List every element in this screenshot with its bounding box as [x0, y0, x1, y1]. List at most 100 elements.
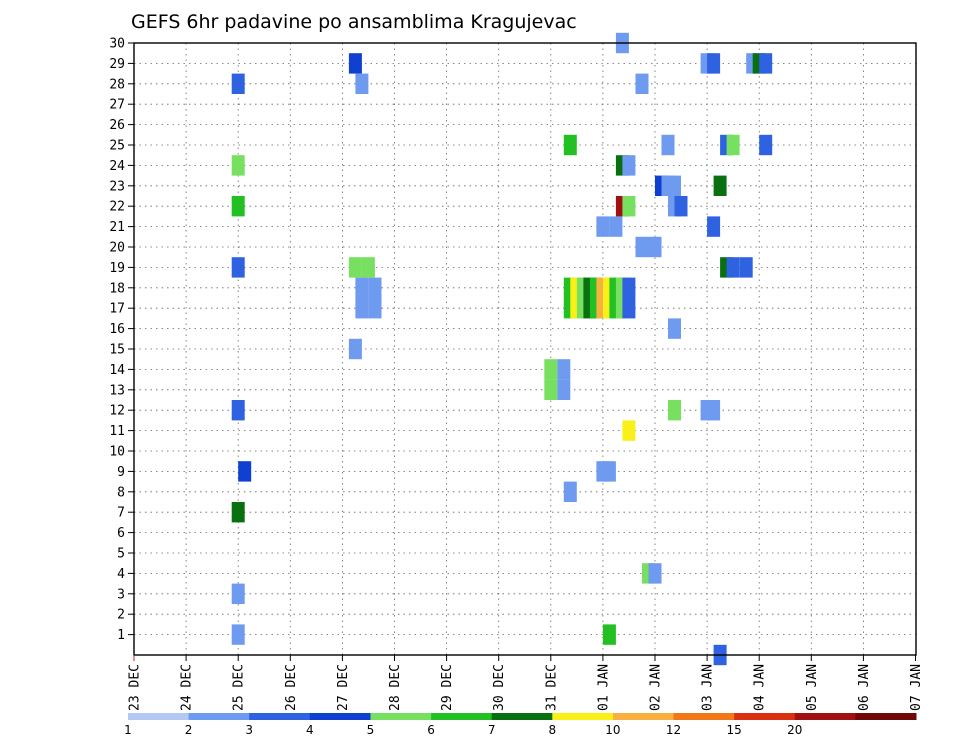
colorbar-swatch — [128, 713, 190, 720]
precip-cell — [648, 563, 662, 584]
y-tick-label: 8 — [117, 485, 125, 500]
precip-cell — [231, 257, 245, 278]
precip-cell — [726, 134, 740, 156]
y-axis: 1234567891011121314151617181920212223242… — [109, 37, 134, 643]
precip-cell — [759, 53, 773, 74]
x-tick-label: 25 DEC — [232, 664, 247, 711]
precip-cell — [231, 583, 245, 604]
y-tick-label: 29 — [109, 57, 125, 72]
y-tick-label: 7 — [117, 506, 125, 521]
y-tick-label: 16 — [109, 322, 125, 337]
precip-cell — [635, 236, 649, 258]
y-tick-label: 2 — [117, 608, 125, 623]
precip-cell — [231, 196, 245, 217]
y-tick-label: 27 — [109, 98, 125, 113]
precip-cell — [596, 216, 610, 237]
precip-cell — [231, 155, 245, 176]
y-tick-label: 4 — [117, 567, 125, 582]
precip-cell — [563, 481, 577, 502]
precip-cell — [231, 624, 245, 645]
precip-cell — [368, 298, 382, 319]
precip-cell — [563, 134, 577, 156]
y-tick-label: 24 — [109, 159, 125, 174]
precip-cell — [361, 257, 375, 278]
chart-title: GEFS 6hr padavine po ansamblima Kragujev… — [131, 11, 577, 33]
precip-cell — [557, 359, 571, 380]
y-tick-label: 3 — [117, 587, 125, 602]
precip-cell — [707, 400, 721, 421]
x-tick-label: 02 JAN — [649, 664, 664, 711]
precip-cell — [648, 236, 662, 258]
ensemble-cells — [231, 32, 773, 666]
precip-cell — [668, 175, 681, 196]
precip-cell — [635, 73, 649, 94]
colorbar-label: 7 — [488, 723, 496, 737]
colorbar-label: 4 — [306, 723, 314, 737]
colorbar-label: 3 — [245, 723, 253, 737]
precip-cell — [674, 196, 688, 217]
precip-cell — [231, 502, 245, 523]
precip-cell — [544, 359, 558, 380]
precip-cell — [231, 73, 245, 94]
precip-cell — [622, 420, 636, 441]
y-tick-label: 30 — [109, 37, 125, 52]
y-tick-label: 9 — [117, 465, 125, 480]
colorbar-swatch — [188, 713, 250, 720]
y-tick-label: 17 — [109, 302, 125, 317]
precip-cell — [726, 257, 740, 278]
colorbar-swatch — [309, 713, 371, 720]
y-tick-label: 18 — [109, 281, 125, 296]
y-tick-label: 1 — [117, 628, 125, 643]
colorbar-swatch — [552, 713, 614, 720]
y-tick-label: 12 — [109, 404, 125, 419]
y-tick-label: 14 — [109, 363, 125, 378]
x-axis: 23 DEC 24 DEC 25 DEC 26 DEC 27 DEC 28 DEC 29 D… — [128, 655, 924, 711]
precip-cell — [759, 134, 773, 156]
colorbar-label: 15 — [727, 723, 742, 737]
y-tick-label: 5 — [117, 547, 125, 562]
colorbar-label: 2 — [185, 723, 193, 737]
precip-cell — [668, 318, 681, 339]
x-tick-label: 27 DEC — [336, 664, 351, 711]
x-tick-label: 07 JAN — [909, 664, 924, 711]
y-tick-label: 22 — [109, 200, 125, 215]
precip-cell — [231, 400, 245, 421]
colorbar: 1 2 3 4 5 6 7 8 10 12 15 20 — [124, 713, 917, 737]
colorbar-label: 10 — [605, 723, 620, 737]
colorbar-swatch — [855, 713, 917, 720]
precip-cell — [602, 624, 616, 645]
y-tick-label: 15 — [109, 343, 125, 358]
y-tick-label: 6 — [117, 526, 125, 541]
precip-cell — [739, 257, 753, 278]
precip-cell — [707, 216, 721, 237]
precip-cell — [348, 338, 362, 360]
precip-cell — [602, 461, 616, 482]
precip-cell — [238, 461, 252, 482]
precip-cell — [622, 298, 636, 319]
y-tick-label: 20 — [109, 241, 125, 256]
colorbar-label: 12 — [666, 723, 681, 737]
colorbar-swatch — [734, 713, 796, 720]
precip-cell — [661, 134, 675, 156]
colorbar-swatch — [673, 713, 735, 720]
x-tick-label: 01 JAN — [596, 664, 611, 711]
colorbar-label: 8 — [548, 723, 556, 737]
x-tick-label: 24 DEC — [180, 664, 195, 711]
precip-cell — [622, 277, 636, 298]
y-tick-label: 26 — [109, 118, 125, 133]
colorbar-swatch — [491, 713, 553, 720]
colorbar-swatch — [612, 713, 674, 720]
precip-cell — [609, 216, 623, 237]
y-tick-label: 21 — [109, 220, 125, 235]
colorbar-swatch — [794, 713, 856, 720]
x-tick-label: 26 DEC — [284, 664, 299, 711]
colorbar-label: 6 — [427, 723, 435, 737]
x-tick-label: 23 DEC — [128, 664, 143, 711]
precip-cell — [355, 277, 369, 298]
x-tick-label: 30 DEC — [492, 664, 507, 711]
precip-cell — [622, 155, 636, 176]
x-tick-label: 06 JAN — [857, 664, 872, 711]
y-tick-label: 19 — [109, 261, 125, 276]
y-tick-label: 13 — [109, 383, 125, 398]
